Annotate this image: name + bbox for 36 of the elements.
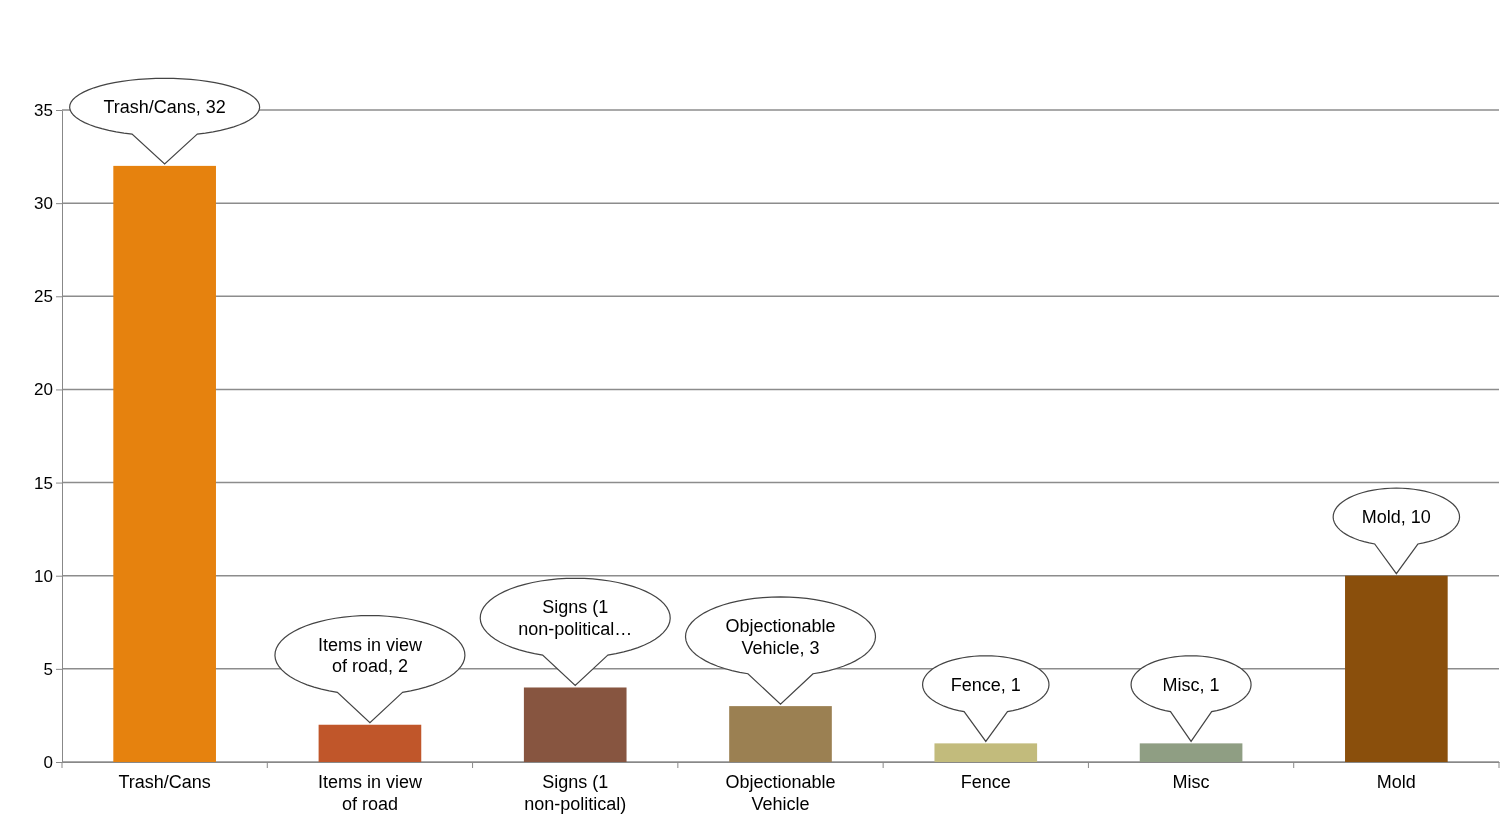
speech-bubble: Items in view of road, 2 [274, 614, 466, 724]
data-label: Misc, 1 [1162, 674, 1220, 695]
speech-bubble: Objectionable Vehicle, 3 [684, 596, 877, 705]
speech-bubble: Trash/Cans, 32 [69, 77, 261, 165]
speech-bubble: Signs (1 non-political… [479, 577, 671, 687]
data-label: Signs (1 non-political… [518, 597, 633, 639]
x-tick-label: Objectionable Vehicle [725, 772, 836, 814]
y-tick-label: 0 [43, 752, 53, 772]
y-tick-label: 10 [34, 566, 53, 586]
bar [523, 687, 627, 762]
speech-bubble: Mold, 10 [1332, 487, 1461, 575]
x-tick-label: Trash/Cans [118, 772, 211, 792]
x-tick-label: Mold [1376, 772, 1416, 792]
bar [934, 743, 1038, 762]
x-tick-label: Signs (1 non-political) [524, 772, 627, 814]
y-tick-label: 25 [34, 287, 53, 307]
y-tick-label: 35 [34, 100, 53, 120]
y-tick-label: 5 [43, 659, 53, 679]
y-tick-label: 30 [34, 194, 53, 214]
x-tick-label: Misc [1172, 772, 1210, 792]
bar [1345, 575, 1448, 762]
data-label: Trash/Cans, 32 [103, 97, 226, 118]
data-label: Fence, 1 [950, 674, 1021, 695]
speech-bubble: Misc, 1 [1130, 655, 1252, 743]
bar [113, 165, 216, 762]
x-tick-label: Items in view of road [317, 772, 423, 814]
bar [729, 706, 832, 762]
y-tick-label: 15 [34, 473, 53, 493]
bar [318, 724, 422, 762]
data-label: Objectionable Vehicle, 3 [725, 616, 836, 658]
data-label: Items in view of road, 2 [317, 634, 423, 677]
y-tick-label: 20 [34, 380, 53, 400]
speech-bubble: Fence, 1 [922, 655, 1050, 743]
data-label: Mold, 10 [1361, 507, 1431, 528]
x-tick-label: Fence [960, 772, 1011, 792]
bar [1139, 743, 1243, 762]
